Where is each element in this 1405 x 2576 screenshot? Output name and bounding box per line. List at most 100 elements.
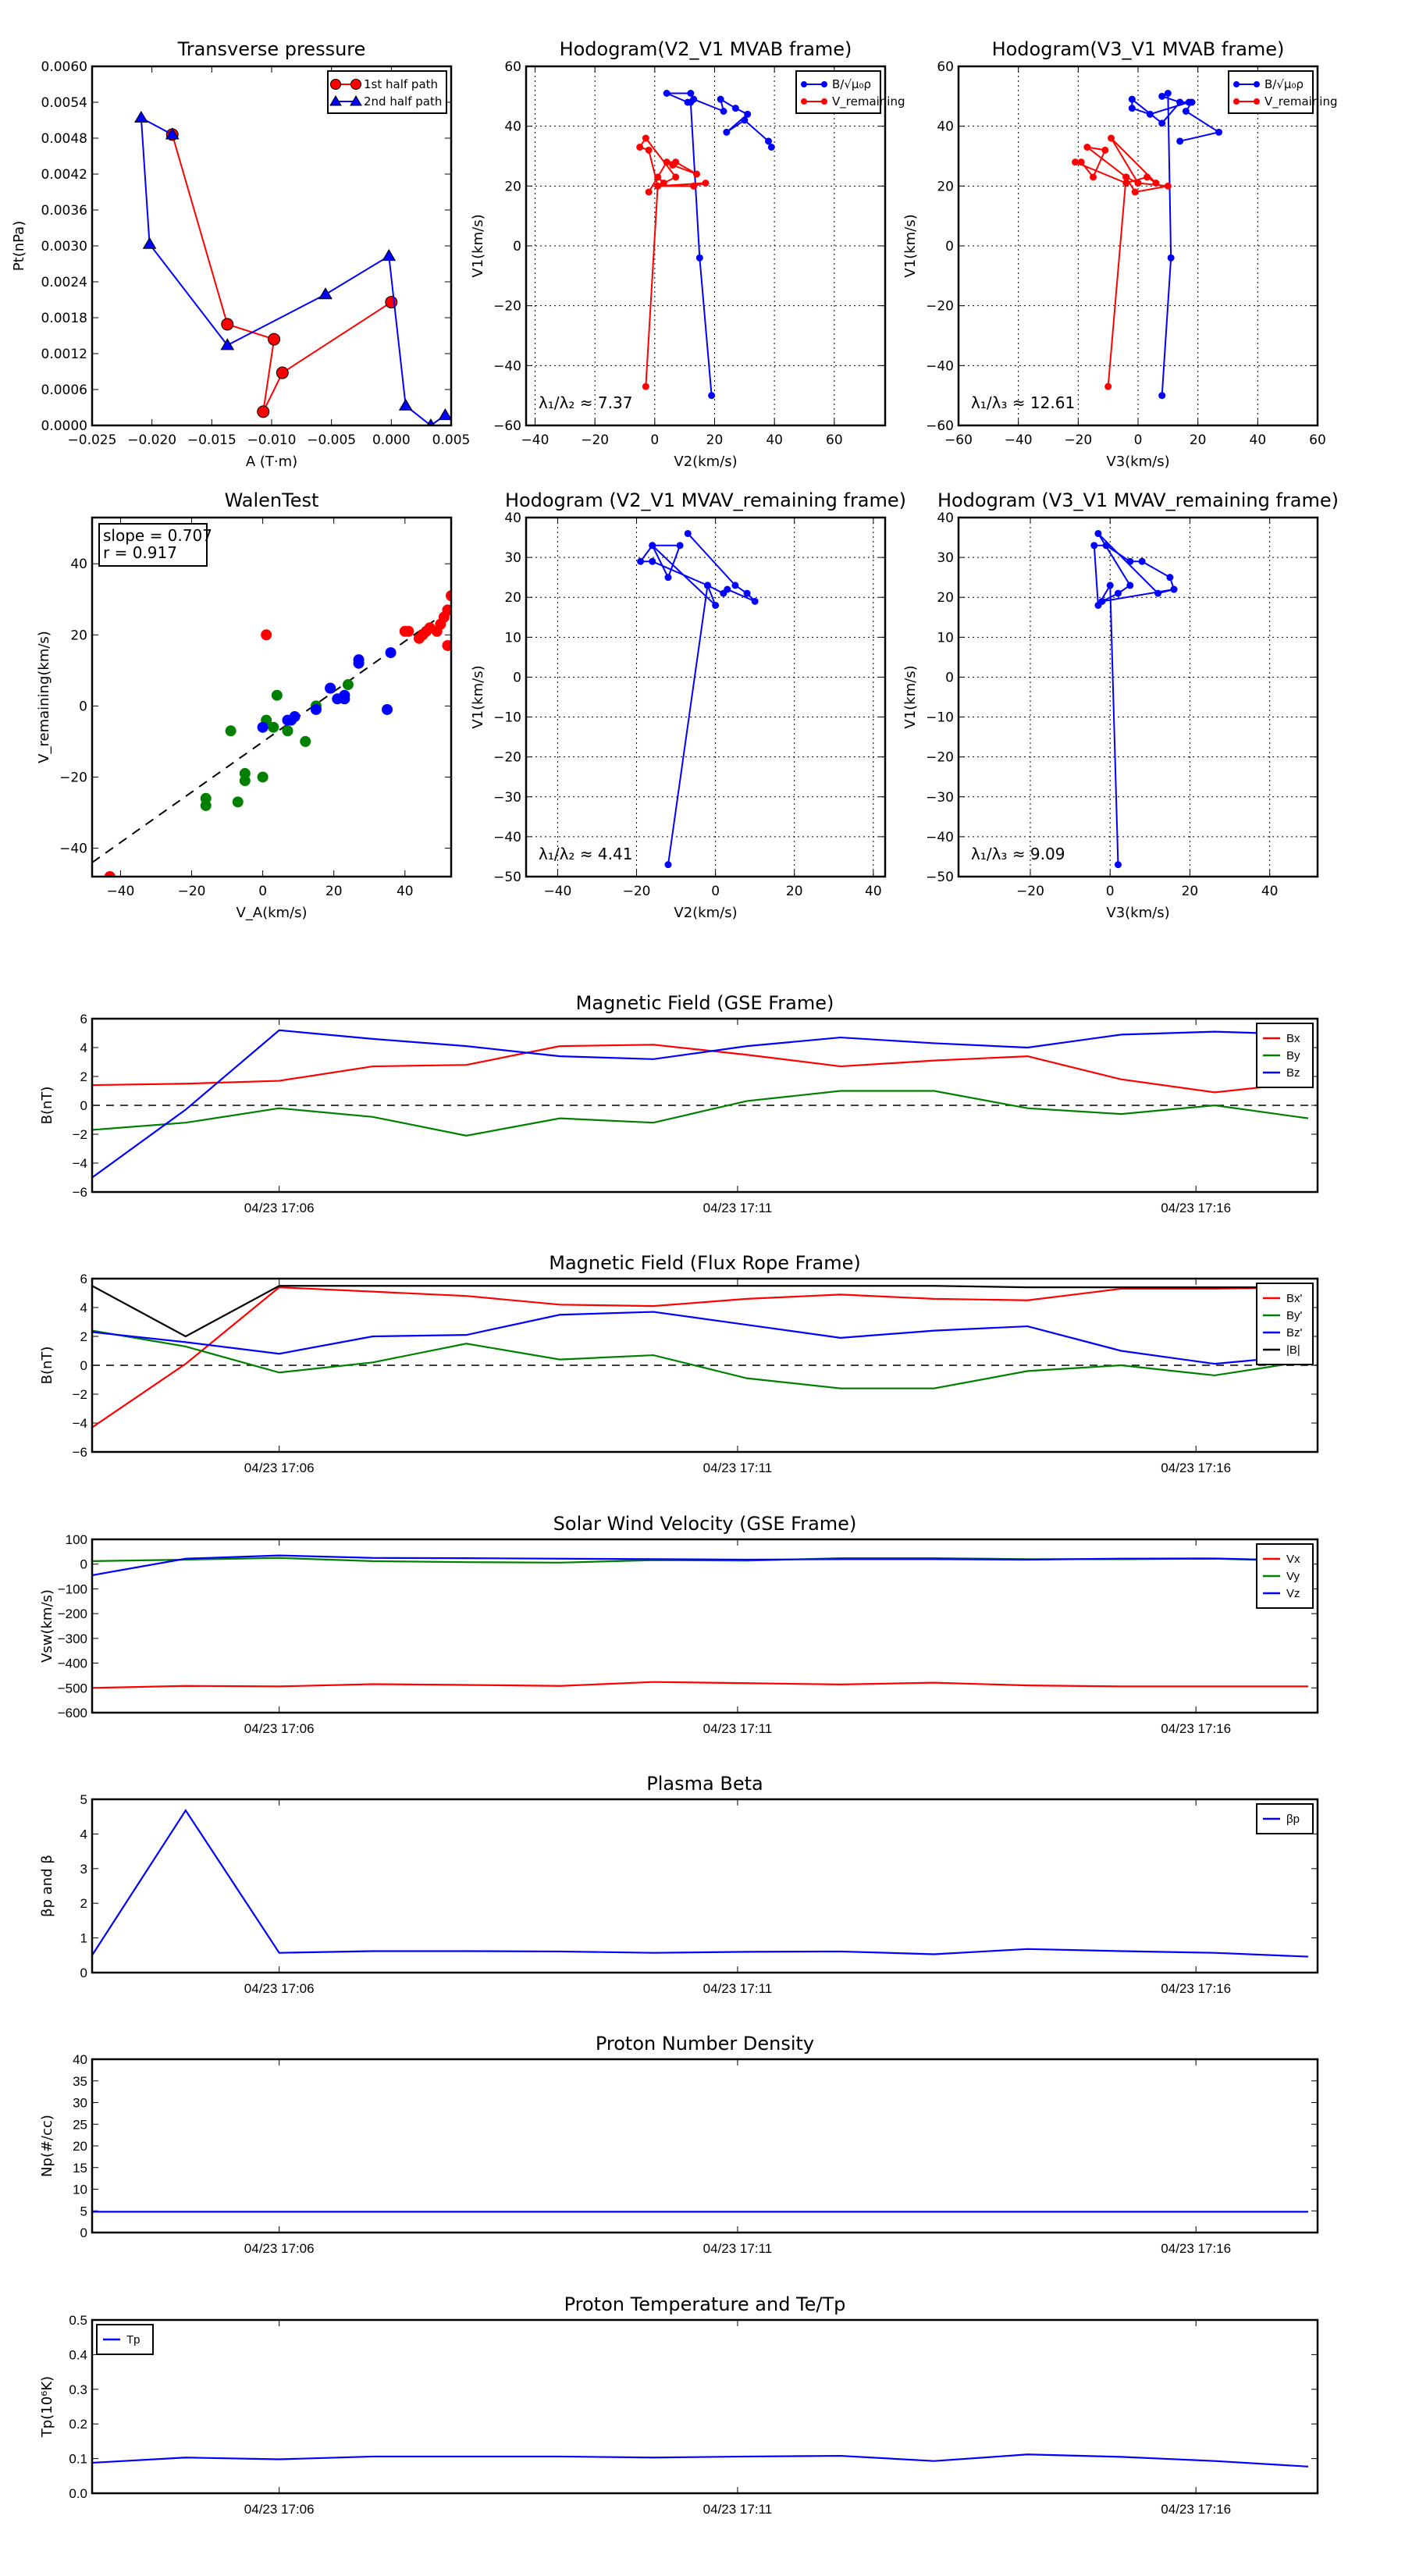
y-tick-label: −20 — [59, 770, 87, 785]
x-tick-label: 40 — [1250, 432, 1267, 448]
data-point — [1128, 95, 1136, 103]
legend-box — [1256, 1283, 1314, 1365]
y-tick-label: 40 — [937, 511, 954, 526]
plot-area — [92, 1029, 1318, 1179]
y-tick-label: 20 — [937, 179, 954, 194]
data-point — [767, 144, 775, 151]
y-tick-label: −50 — [926, 870, 954, 885]
x-tick-label: 0.000 — [372, 432, 411, 448]
data-point — [385, 647, 397, 659]
panel-transverse: Transverse pressure −0.025 −0.020 −0.015 −0.… — [11, 38, 470, 470]
legend: 1st half path 2nd half path — [327, 70, 447, 114]
x-tick-label: −0.010 — [247, 432, 297, 448]
data-point — [1114, 861, 1122, 869]
y-tick-label: −6 — [73, 1445, 87, 1460]
y-tick-label: 2 — [80, 1069, 87, 1084]
y-tick-label: 0.0 — [69, 2486, 87, 2501]
series-1st-half-path — [165, 128, 398, 418]
y-tick-label: −40 — [59, 841, 87, 857]
y-tick-label: −40 — [926, 830, 954, 845]
eigenvalue-ratio-annotation: λ₁/λ₂ ≈ 7.37 — [539, 393, 632, 412]
data-point — [702, 180, 710, 187]
y-tick-label: 25 — [73, 2117, 87, 2132]
y-tick-label: 30 — [73, 2096, 87, 2111]
y-tick-label: 40 — [504, 511, 521, 526]
y-tick-label: 0.0036 — [41, 203, 87, 219]
stats-box — [98, 523, 208, 567]
legend-label: |B| — [1286, 1343, 1300, 1357]
eigenvalue-ratio-annotation: λ₁/λ₂ ≈ 4.41 — [539, 845, 632, 863]
data-point — [637, 557, 645, 565]
data-point — [353, 657, 365, 669]
x-axis-label: V_A(km/s) — [236, 905, 307, 921]
x-tick-label: −20 — [1016, 884, 1044, 899]
y-tick-label: 20 — [937, 590, 954, 606]
series-line-by — [92, 1329, 1309, 1389]
y-tick-label: −300 — [58, 1631, 87, 1646]
data-point — [268, 333, 281, 346]
y-tick-label: −600 — [58, 1706, 87, 1720]
x-tick-label: 0.005 — [432, 432, 471, 448]
data-point — [1102, 542, 1110, 550]
legend-label: Tp — [126, 2333, 140, 2347]
plot-area — [92, 590, 451, 877]
x-tick-label: 04/23 17:11 — [703, 1721, 773, 1736]
y-tick-label: 0.0048 — [41, 131, 87, 147]
legend-marker — [801, 98, 807, 105]
data-point — [1083, 144, 1091, 151]
data-point — [382, 249, 397, 262]
y-tick-label: 60 — [504, 59, 521, 75]
panel-walen: WalenTest −40 −20 0 20 40 −40 −20 0 20 40 V_A(km/s)… — [36, 489, 453, 921]
data-point — [325, 682, 336, 694]
legend-marker — [1233, 81, 1240, 87]
y-tick-label: 0.4 — [69, 2347, 87, 2362]
data-point — [289, 711, 301, 723]
data-point — [1122, 173, 1130, 181]
plot-area — [1072, 90, 1222, 400]
data-point — [1126, 582, 1134, 589]
y-tick-label: 30 — [937, 550, 954, 566]
data-point — [669, 162, 677, 169]
x-axis-label: V2(km/s) — [674, 905, 737, 921]
data-point — [1101, 146, 1109, 154]
legend-label: B/√μ₀ρ — [1264, 77, 1304, 91]
legend-label: βp — [1286, 1813, 1300, 1826]
y-tick-label: 0.3 — [69, 2382, 87, 2397]
data-point — [654, 182, 662, 190]
data-point — [257, 721, 269, 733]
data-point — [104, 871, 116, 877]
chart-title: Hodogram(V3_V1 MVAB frame) — [992, 38, 1285, 60]
data-point — [1158, 92, 1166, 100]
x-tick-label: −20 — [581, 432, 609, 448]
data-point — [133, 110, 148, 123]
chart-title: Solar Wind Velocity (GSE Frame) — [553, 1513, 857, 1535]
fit-line — [92, 607, 451, 863]
series-line-p — [92, 1809, 1309, 1958]
y-tick-label: 0 — [80, 1966, 87, 1980]
data-point — [717, 95, 724, 103]
panel-np: Proton Number Density 0 5 10 15 20 25 30 35 40 04/… — [39, 2033, 1319, 2256]
x-tick-label: −40 — [521, 432, 550, 448]
legend-label: Bz — [1286, 1066, 1300, 1080]
y-tick-label: 0 — [945, 670, 954, 685]
data-point — [1090, 542, 1098, 550]
x-tick-label: 40 — [1261, 884, 1279, 899]
x-tick-label: 0 — [650, 432, 659, 448]
x-tick-label: −40 — [1005, 432, 1033, 448]
y-tick-label: 0 — [80, 1557, 87, 1572]
x-tick-label: −40 — [106, 884, 134, 899]
x-tick-label: 04/23 17:06 — [244, 2502, 315, 2517]
y-axis-label: βp and β — [39, 1855, 55, 1917]
x-tick-label: −0.015 — [187, 432, 237, 448]
y-tick-label: −400 — [58, 1656, 87, 1671]
data-point — [1158, 392, 1166, 400]
y-tick-label: 40 — [937, 119, 954, 135]
series-v-remaining — [636, 134, 710, 390]
panel-bgse: Magnetic Field (GSE Frame) −6 −4 −2 0 2 4 6 04/2… — [39, 992, 1319, 1215]
y-tick-label: −30 — [926, 790, 954, 806]
y-tick-label: −10 — [926, 710, 954, 726]
y-axis-label: Np(#/cc) — [39, 2115, 55, 2177]
y-tick-label: 40 — [73, 2052, 87, 2067]
y-tick-label: −4 — [73, 1156, 87, 1171]
